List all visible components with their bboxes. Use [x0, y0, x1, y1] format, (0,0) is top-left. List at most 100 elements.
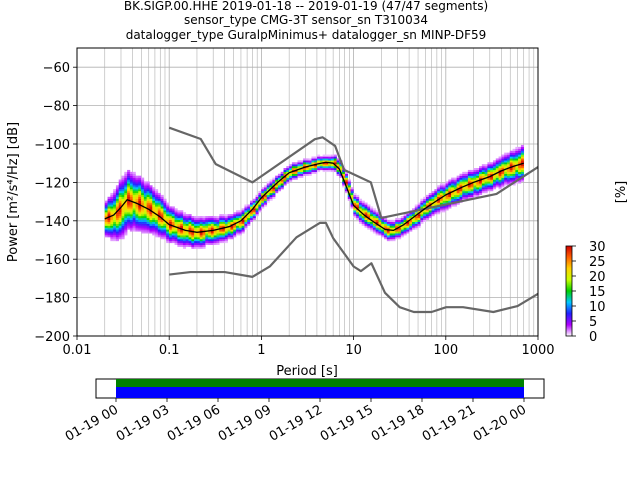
density-cell	[104, 223, 108, 226]
density-cell	[213, 216, 217, 219]
density-cell	[143, 198, 147, 201]
density-cell	[258, 208, 262, 211]
density-cell	[124, 196, 128, 199]
density-cell	[504, 160, 508, 163]
density-cell	[224, 235, 228, 238]
density-cell	[261, 192, 265, 196]
density-cell	[437, 212, 441, 215]
density-cell	[107, 200, 111, 203]
density-cell	[210, 227, 214, 230]
density-cell	[509, 150, 513, 153]
density-cell	[113, 198, 117, 201]
density-cell	[272, 181, 276, 184]
density-cell	[272, 179, 276, 182]
density-cell	[146, 231, 150, 234]
density-cell	[518, 166, 522, 169]
density-cell	[479, 183, 483, 186]
density-cell	[169, 227, 173, 230]
density-cell	[314, 169, 318, 173]
density-cell	[492, 168, 497, 171]
density-cell	[157, 198, 161, 201]
density-cell	[124, 191, 128, 194]
density-cell	[375, 216, 379, 219]
density-cell	[498, 175, 502, 178]
density-cell	[423, 198, 427, 201]
density-cell	[325, 164, 329, 167]
density-cell	[389, 221, 393, 224]
density-cell	[160, 200, 164, 203]
density-cell	[476, 192, 480, 196]
density-cell	[467, 169, 471, 173]
density-cell	[227, 221, 231, 224]
density-cell	[325, 154, 329, 157]
density-cell	[370, 208, 374, 211]
density-cell	[370, 221, 374, 224]
density-cell	[473, 177, 477, 180]
density-cell	[146, 223, 150, 226]
density-cell	[498, 173, 502, 176]
density-cell	[389, 223, 393, 226]
density-cell	[286, 173, 290, 176]
density-cell	[456, 196, 460, 199]
density-cell	[205, 233, 209, 236]
density-cell	[118, 227, 122, 230]
density-cell	[188, 242, 192, 245]
density-cell	[518, 152, 522, 155]
density-cell	[129, 173, 133, 176]
density-cell	[118, 191, 122, 194]
density-cell	[358, 204, 363, 207]
density-cell	[127, 219, 131, 222]
density-cell	[224, 219, 228, 222]
density-cell	[423, 212, 427, 215]
density-cell	[409, 212, 413, 215]
density-cell	[495, 162, 499, 165]
density-cell	[392, 223, 396, 226]
density-cell	[322, 164, 326, 167]
density-cell	[350, 192, 354, 196]
density-cell	[157, 194, 161, 197]
density-cell	[381, 229, 385, 232]
density-cell	[384, 217, 388, 221]
density-cell	[149, 214, 153, 217]
density-cell	[180, 242, 184, 245]
density-cell	[199, 237, 203, 240]
density-cell	[255, 208, 259, 211]
density-cell	[498, 164, 502, 167]
density-cell	[456, 177, 460, 180]
density-cell	[437, 206, 441, 209]
density-cell	[305, 171, 309, 174]
density-cell	[456, 185, 460, 188]
density-cell	[216, 239, 220, 242]
density-cell	[127, 191, 131, 194]
density-cell	[146, 189, 150, 192]
density-cell	[501, 166, 505, 169]
density-cell	[182, 216, 187, 219]
density-cell	[236, 219, 240, 222]
density-cell	[263, 189, 268, 192]
density-cell	[434, 196, 438, 199]
density-cell	[375, 219, 379, 222]
density-cell	[110, 239, 114, 242]
density-cell	[467, 179, 471, 182]
density-cell	[194, 237, 198, 240]
density-cell	[423, 204, 427, 207]
density-cell	[219, 239, 223, 242]
density-cell	[414, 208, 418, 211]
density-cell	[202, 237, 206, 240]
density-cell	[498, 160, 502, 163]
density-cell	[473, 175, 477, 178]
nhnm-curve	[168, 126, 539, 220]
density-cell	[185, 221, 189, 224]
density-cell	[381, 221, 385, 224]
density-cell	[124, 231, 128, 234]
density-cell	[166, 239, 170, 242]
density-cell	[247, 217, 251, 221]
density-cell	[238, 223, 242, 226]
density-cell	[155, 204, 159, 207]
density-cell	[481, 164, 485, 167]
density-cell	[400, 235, 404, 238]
density-cell	[199, 235, 203, 238]
density-cell	[314, 162, 318, 165]
density-cell	[219, 229, 223, 232]
density-cell	[110, 233, 114, 236]
